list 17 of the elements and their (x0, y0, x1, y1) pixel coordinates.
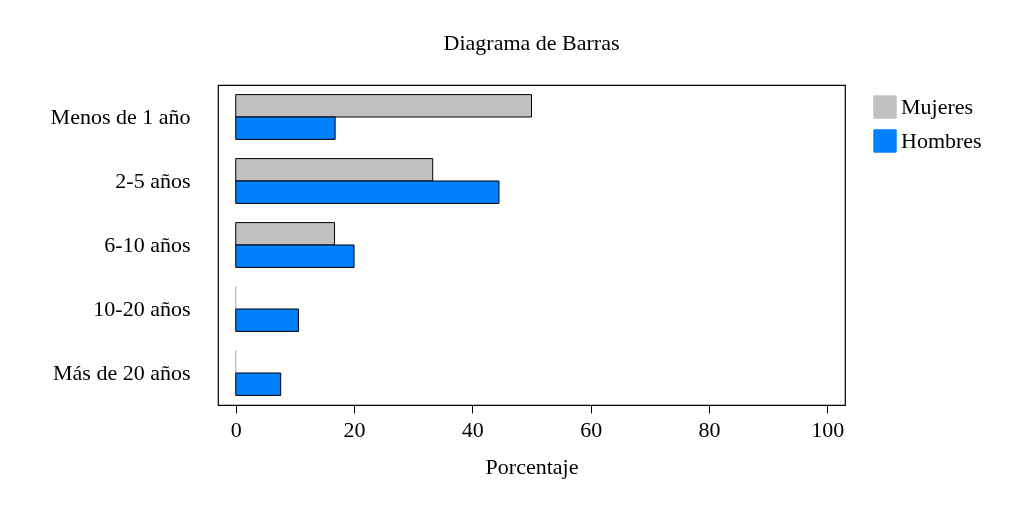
x-tick-label: 20 (343, 416, 366, 442)
bar (235, 372, 282, 396)
x-tick-label: 80 (698, 416, 721, 442)
x-tick-label: 60 (580, 416, 603, 442)
y-tick-label: Más de 20 años (53, 360, 191, 385)
y-tick-label: 10-20 años (93, 296, 191, 321)
x-tick-label: 100 (811, 416, 845, 442)
y-tick-label: 6-10 años (104, 232, 191, 257)
legend-label: Hombres (901, 128, 982, 153)
y-tick-label: Menos de 1 año (50, 104, 191, 129)
legend-label: Mujeres (901, 94, 974, 119)
x-axis-title: Porcentaje (485, 453, 579, 479)
chart-title: Diagrama de Barras (443, 30, 620, 55)
x-tick-label: 0 (230, 416, 242, 442)
bar (235, 308, 299, 332)
y-tick-label: 2-5 años (115, 168, 191, 193)
x-tick-label: 40 (461, 416, 484, 442)
